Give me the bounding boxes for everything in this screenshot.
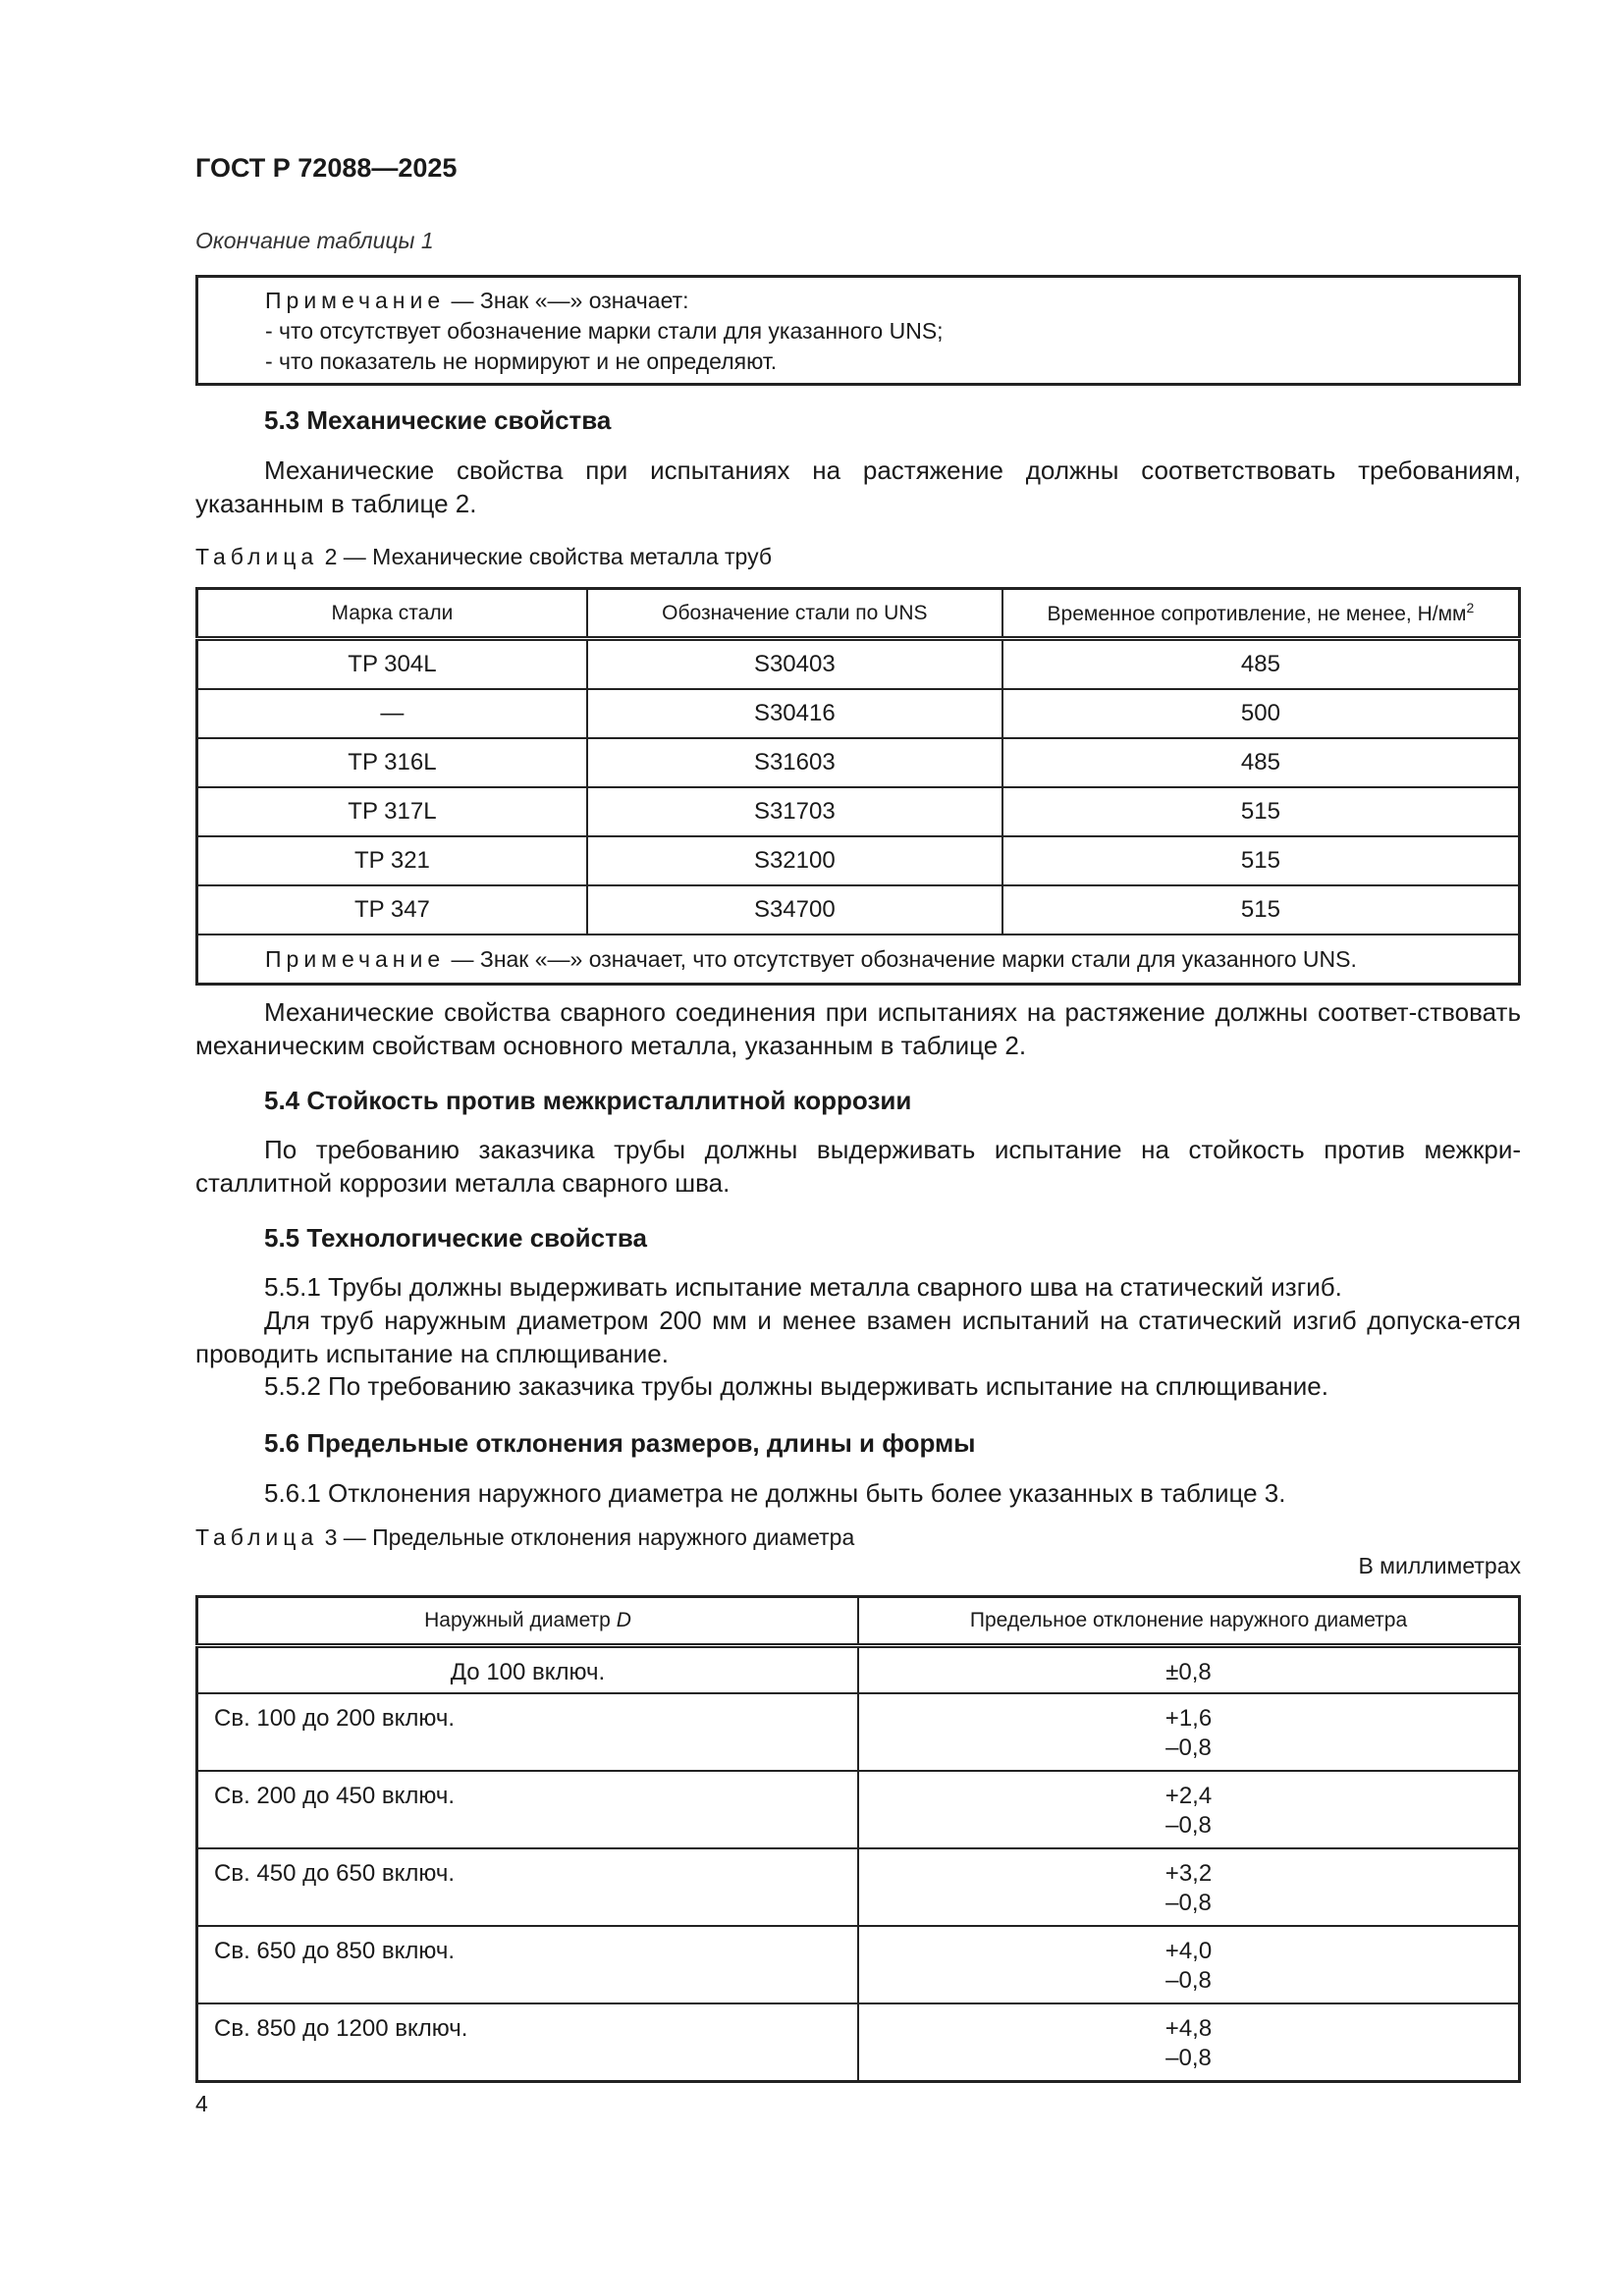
caption-text: 2 — Механические свойства металла труб: [318, 544, 773, 569]
table1-note: Примечание — Знак «—» означает: - что от…: [195, 275, 1521, 386]
units-label: В миллиметрах: [1358, 1553, 1521, 1578]
section-heading: 5.4 Стойкость против межкристаллитной ко…: [264, 1086, 912, 1115]
table3-caption: Таблица 3 — Предельные отклонения наружн…: [195, 1524, 1521, 1551]
column-header: Марка стали: [195, 587, 588, 641]
paragraph: Механические свойства при испытаниях на …: [195, 455, 1521, 518]
caption-label: Таблица: [195, 544, 319, 569]
page-number: 4: [195, 2091, 208, 2116]
paragraph: Для труб наружным диаметром 200 мм и мен…: [195, 1306, 1521, 1368]
section-heading: 5.6 Предельные отклонения размеров, длин…: [264, 1428, 976, 1458]
table3: Наружный диаметр D Предельное отклонение…: [195, 1595, 1521, 2083]
table-row: TP 321 S32100 515: [195, 835, 1521, 886]
table2: Марка стали Обозначение стали по UNS Вре…: [195, 587, 1521, 986]
note-line: - что показатель не нормируют и не опред…: [265, 348, 778, 374]
column-header: Предельное отклонение наружного диаметра: [857, 1595, 1521, 1648]
table-row: Св. 450 до 650 включ. +3,2 –0,8: [195, 1847, 1521, 1927]
table-continuation-caption: Окончание таблицы 1: [195, 228, 434, 253]
table-row: TP 317L S31703 515: [195, 786, 1521, 837]
table-row: Св. 100 до 200 включ. +1,6 –0,8: [195, 1692, 1521, 1772]
column-header: Временное сопротивление, не менее, Н/мм2: [1001, 587, 1521, 641]
paragraph: 5.6.1 Отклонения наружного диаметра не д…: [264, 1478, 1286, 1508]
table2-caption: Таблица 2 — Механические свойства металл…: [195, 544, 1521, 570]
caption-text: 3 — Предельные отклонения наружного диам…: [318, 1524, 855, 1550]
note-line: — Знак «—» означает:: [445, 288, 689, 313]
table-row: TP 347 S34700 515: [195, 884, 1521, 935]
table-row: Св. 850 до 1200 включ. +4,8 –0,8: [195, 2002, 1521, 2083]
caption-label: Таблица: [195, 1524, 319, 1550]
table-row: TP 304L S30403 485: [195, 637, 1521, 690]
paragraph: По требованию заказчика трубы должны выд…: [195, 1135, 1521, 1198]
column-header: Обозначение стали по UNS: [585, 587, 1003, 641]
document-id: ГОСТ Р 72088—2025: [195, 153, 458, 183]
paragraph: 5.5.1 Трубы должны выдерживать испытание…: [264, 1272, 1342, 1302]
table-row: Св. 650 до 850 включ. +4,0 –0,8: [195, 1925, 1521, 2004]
section-heading: 5.3 Механические свойства: [264, 405, 612, 435]
table-row: — S30416 500: [195, 688, 1521, 739]
table-row: TP 316L S31603 485: [195, 737, 1521, 788]
paragraph: 5.5.2 По требованию заказчика трубы долж…: [264, 1371, 1328, 1401]
table-row: Св. 200 до 450 включ. +2,4 –0,8: [195, 1770, 1521, 1849]
column-header: Наружный диаметр D: [195, 1595, 859, 1648]
table-row: До 100 включ. ±0,8: [195, 1644, 1521, 1694]
note-label: Примечание: [265, 288, 446, 313]
table-note-row: Примечание — Знак «—» означает, что отсу…: [195, 934, 1521, 986]
section-heading: 5.5 Технологические свойства: [264, 1223, 647, 1253]
note-line: - что отсутствует обозначение марки стал…: [265, 318, 944, 344]
paragraph: Механические свойства сварного соединени…: [195, 997, 1521, 1060]
